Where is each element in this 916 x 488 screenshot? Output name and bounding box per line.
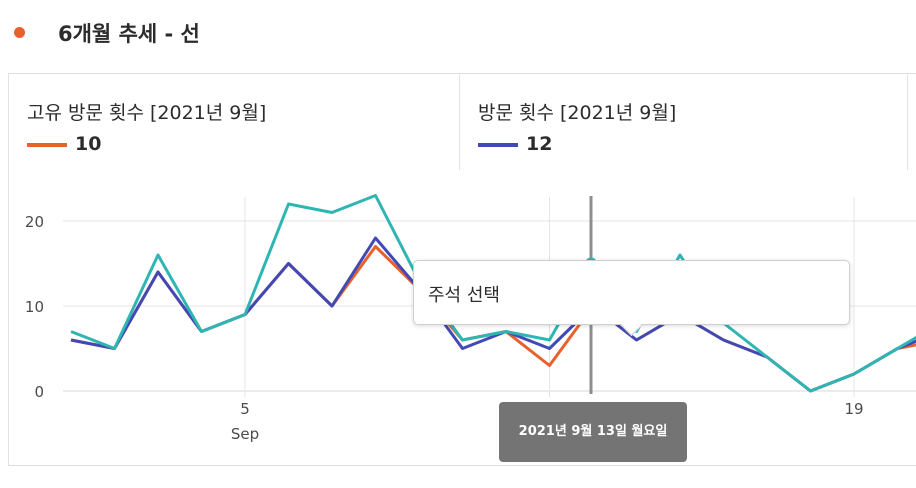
legend-line-orange (27, 143, 67, 147)
metric-unique-visits[interactable]: 고유 방문 횟수 [2021년 9월] 10 (9, 74, 460, 170)
panel-title: 6개월 추세 - 선 (58, 22, 200, 46)
series-line (70, 194, 916, 393)
annotation-tooltip[interactable]: 주석 선택 (413, 260, 850, 337)
tooltip-text: 주석 선택 (428, 285, 500, 306)
x-tick-label: 19 (844, 400, 863, 418)
metric-label: 고유 방문 횟수 [2021년 9월] (27, 102, 267, 124)
hover-date-label: 2021년 9월 13일 월요일 (499, 402, 687, 462)
panel-header: 6개월 추세 - 선 (0, 0, 916, 66)
metric-value: 12 (526, 133, 553, 155)
y-tick-label: 10 (25, 298, 44, 316)
y-tick-label: 20 (25, 213, 44, 231)
y-tick-label: 0 (34, 383, 44, 401)
x-tick-label: 5 (240, 400, 250, 418)
metric-value: 10 (75, 133, 102, 155)
metric-visits[interactable]: 방문 횟수 [2021년 9월] 12 (460, 74, 908, 170)
chart-card: 고유 방문 횟수 [2021년 9월] 10 방문 횟수 [2021년 9월] … (8, 73, 916, 466)
x-month-label: Sep (231, 425, 259, 443)
status-dot (14, 27, 25, 38)
metric-label: 방문 횟수 [2021년 9월] (478, 102, 677, 124)
legend-line-blue (478, 143, 518, 147)
